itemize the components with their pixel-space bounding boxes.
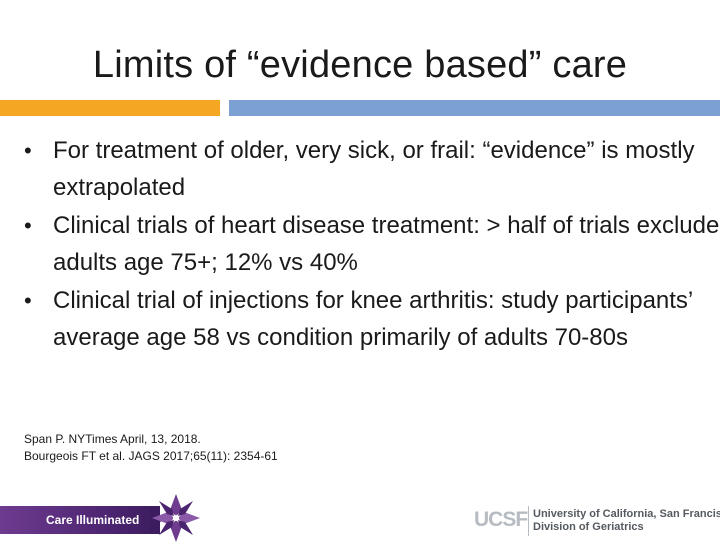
bullet-text: Clinical trials of heart disease treatme… [53, 212, 720, 276]
bullet-item: • Clinical trials of heart disease treat… [24, 208, 720, 281]
care-illuminated-star-icon [152, 494, 200, 542]
bullet-dot: • [24, 288, 32, 313]
ucsf-institution-name: University of California, San Francisco … [533, 508, 720, 534]
care-illuminated-label: Care Illuminated [46, 513, 140, 527]
bullet-dot: • [24, 213, 32, 238]
ucsf-line-1: University of California, San Francisco [533, 508, 720, 520]
reference-line: Bourgeois FT et al. JAGS 2017;65(11): 23… [24, 449, 278, 463]
slide-title: Limits of “evidence based” care [92, 44, 628, 86]
ucsf-logo-mark: UCSF [474, 508, 528, 531]
bullet-text: Clinical trial of injections for knee ar… [53, 287, 693, 351]
references: Span P. NYTimes April, 13, 2018. Bourgeo… [24, 431, 278, 465]
bullet-item: • Clinical trial of injections for knee … [24, 283, 720, 356]
ucsf-line-2: Division of Geriatrics [533, 521, 644, 533]
title-divider-blue [229, 100, 720, 116]
footer-band-tip [150, 506, 162, 534]
bullet-item: • For treatment of older, very sick, or … [24, 133, 720, 206]
bullet-text: For treatment of older, very sick, or fr… [53, 137, 695, 201]
title-divider-orange [0, 100, 220, 116]
bullet-dot: • [24, 138, 32, 163]
ucsf-divider [528, 506, 529, 536]
bullet-list: • For treatment of older, very sick, or … [24, 133, 720, 358]
footer-band [0, 506, 160, 534]
reference-line: Span P. NYTimes April, 13, 2018. [24, 432, 201, 446]
